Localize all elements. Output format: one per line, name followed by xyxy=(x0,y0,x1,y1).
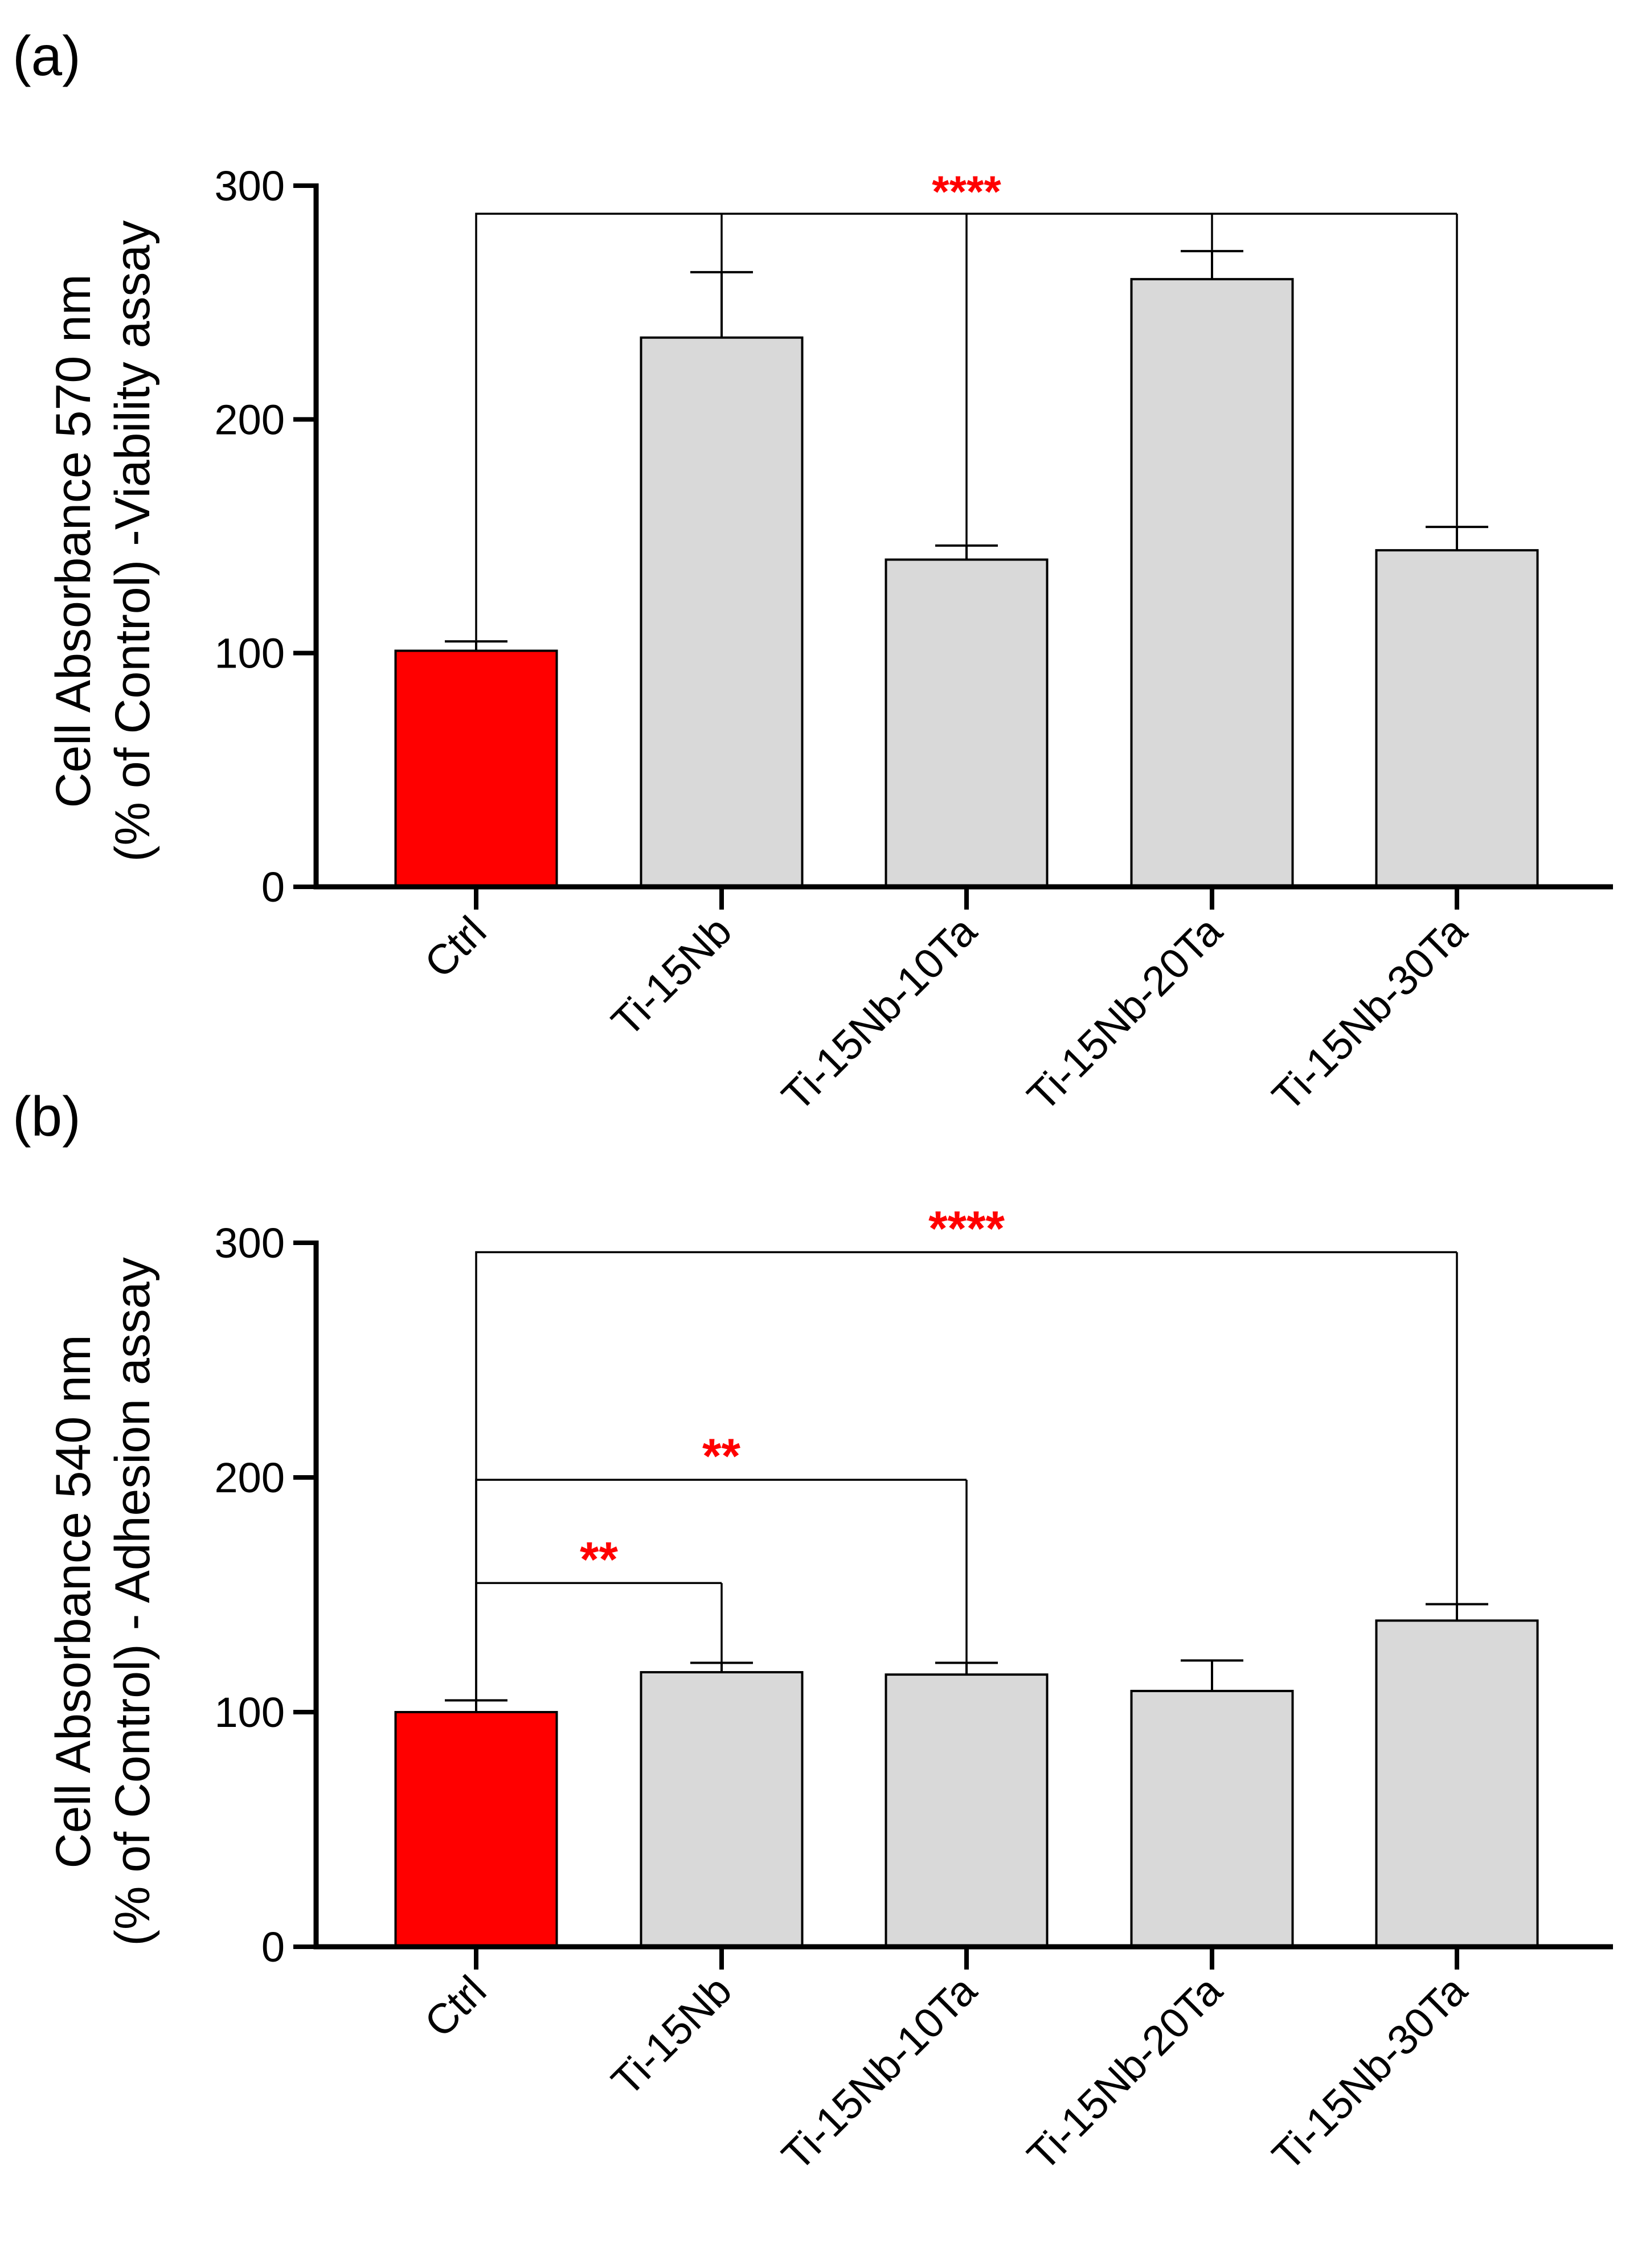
error-bar xyxy=(445,1699,507,1712)
y-tick-label: 200 xyxy=(215,1454,285,1501)
y-axis-label-line2: (% of Control) -Viability assay xyxy=(105,220,160,862)
bar-ti-15nb-20ta xyxy=(1130,1689,1294,1948)
x-tick-label: Ctrl xyxy=(415,907,495,987)
panel-label: (a) xyxy=(13,24,81,87)
y-tick-label: 0 xyxy=(261,863,285,911)
bar-ti-15nb xyxy=(640,336,804,888)
error-bar xyxy=(1426,1603,1488,1621)
bar-ti-15nb xyxy=(640,1671,804,1948)
y-tick-label: 200 xyxy=(215,396,285,443)
error-bar xyxy=(1181,1659,1243,1691)
error-bar xyxy=(445,640,507,651)
panel-a: (a) Cell Absorbance 570 nm (% of Control… xyxy=(13,24,1613,1120)
error-bar-group xyxy=(445,249,1488,651)
x-tick-label: Ti-15Nb-20Ta xyxy=(1018,907,1231,1120)
significance-group: **** xyxy=(475,166,1458,641)
y-axis-label-line1: Cell Absorbance 570 nm xyxy=(46,274,101,808)
x-tick-label: Ti-15Nb-10Ta xyxy=(773,1966,986,2179)
bar-ti-15nb-10ta xyxy=(885,1673,1049,1948)
x-tick-label: Ti-15Nb xyxy=(602,907,740,1046)
significance-label: **** xyxy=(932,166,1001,216)
y-tick-group: 0 100 200 300 xyxy=(215,162,316,911)
y-tick-label: 0 xyxy=(261,1923,285,1971)
y-tick-label: 300 xyxy=(215,1219,285,1267)
significance-bracket xyxy=(475,212,1458,641)
error-bar xyxy=(690,1661,753,1672)
bar-ti-15nb-30ta xyxy=(1375,549,1539,888)
significance-label: **** xyxy=(928,1201,1005,1256)
bar-ti-15nb-10ta xyxy=(885,558,1049,888)
x-tick-label: Ti-15Nb-20Ta xyxy=(1018,1966,1231,2179)
bar-group xyxy=(394,1619,1539,1948)
bar-ti-15nb-20ta xyxy=(1130,278,1294,889)
significance-label: ** xyxy=(580,1532,618,1587)
error-bar xyxy=(935,1661,998,1675)
bar-ctrl xyxy=(394,649,558,889)
significance-label: ** xyxy=(702,1429,740,1484)
panel-label: (b) xyxy=(13,1085,81,1148)
error-bar xyxy=(1181,249,1243,280)
x-tick-label: Ctrl xyxy=(415,1967,495,2046)
y-tick-label: 300 xyxy=(215,162,285,210)
error-bar-group xyxy=(445,1603,1488,1712)
y-tick-label: 100 xyxy=(215,1689,285,1736)
error-bar xyxy=(1426,526,1488,551)
significance-bracket xyxy=(475,1582,723,1700)
x-tick-group: Ctrl Ti-15Nb Ti-15Nb-10Ta Ti-15Nb-20Ta Ti-15… xyxy=(415,887,1476,1120)
x-tick-label: Ti-15Nb-30Ta xyxy=(1263,907,1476,1120)
panel-b: (b) Cell Absorbance 540 nm (% of Control… xyxy=(13,1085,1613,2179)
bar-ctrl xyxy=(394,1711,558,1948)
y-axis-label-line1: Cell Absorbance 540 nm xyxy=(46,1334,101,1868)
x-tick-label: Ti-15Nb xyxy=(602,1967,740,2105)
error-bar xyxy=(690,271,753,338)
y-tick-label: 100 xyxy=(215,630,285,677)
y-tick-group: 0 100 200 300 xyxy=(215,1219,316,1971)
significance-group: ******** xyxy=(475,1201,1458,1700)
x-tick-label: Ti-15Nb-10Ta xyxy=(773,907,986,1120)
x-tick-group: Ctrl Ti-15Nb Ti-15Nb-10Ta Ti-15Nb-20Ta Ti-15… xyxy=(415,1947,1476,2179)
y-axis-label-line2: (% of Control) - Adhesion assay xyxy=(105,1257,160,1946)
x-tick-label: Ti-15Nb-30Ta xyxy=(1263,1966,1476,2179)
error-bar xyxy=(935,544,998,560)
bar-ti-15nb-30ta xyxy=(1375,1619,1539,1948)
